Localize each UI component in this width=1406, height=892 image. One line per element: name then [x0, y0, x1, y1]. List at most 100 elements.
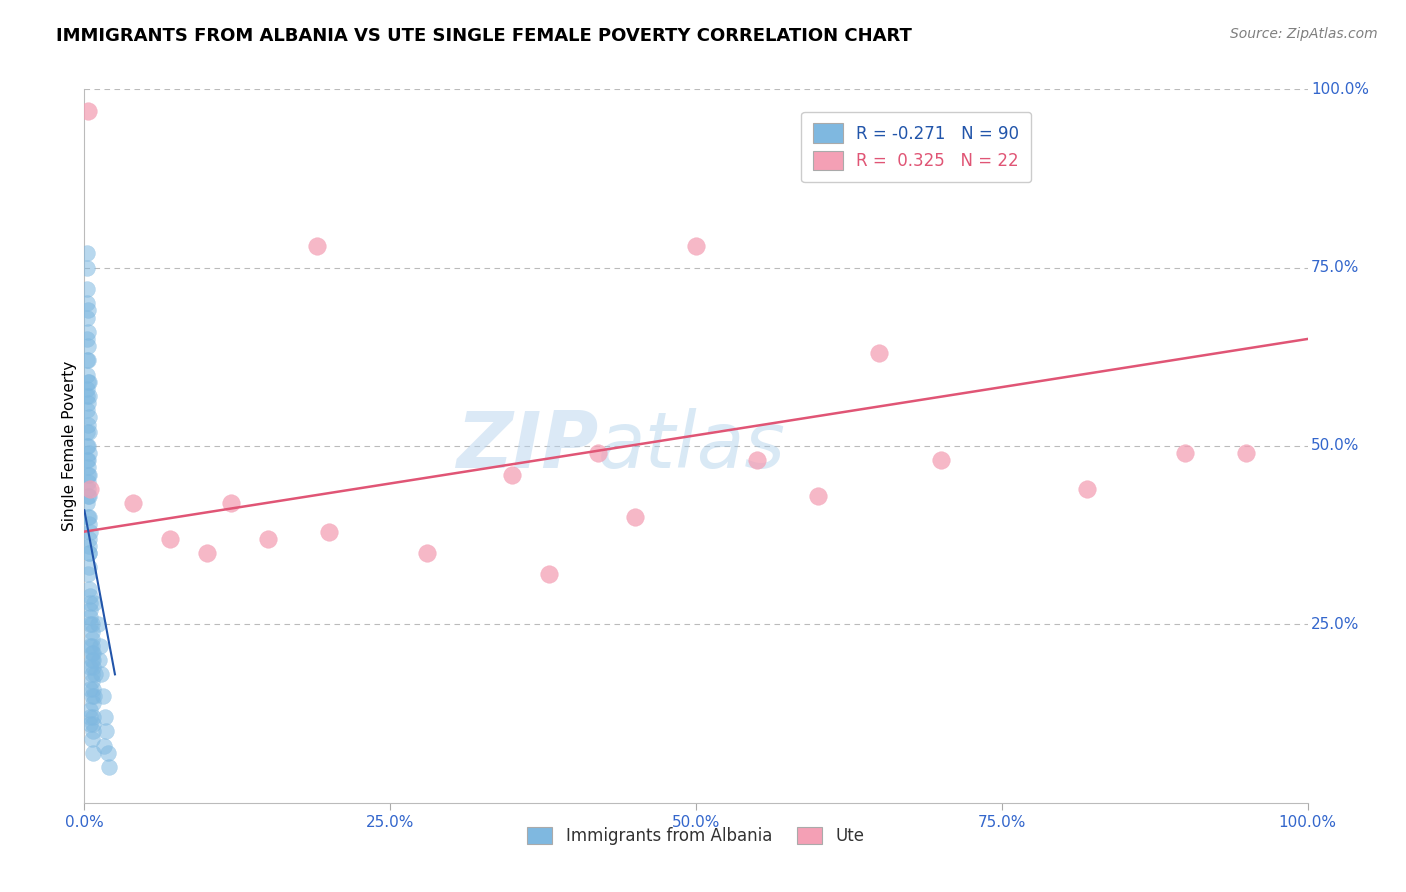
Text: atlas: atlas — [598, 408, 786, 484]
Text: IMMIGRANTS FROM ALBANIA VS UTE SINGLE FEMALE POVERTY CORRELATION CHART: IMMIGRANTS FROM ALBANIA VS UTE SINGLE FE… — [56, 27, 912, 45]
Point — [79, 524, 101, 539]
Point — [77, 510, 100, 524]
Point — [83, 596, 105, 610]
Y-axis label: Single Female Poverty: Single Female Poverty — [62, 361, 77, 531]
Point — [80, 617, 103, 632]
Point — [77, 546, 100, 560]
Point — [79, 482, 101, 496]
Point — [77, 396, 100, 410]
Point — [747, 453, 769, 467]
Point — [77, 353, 100, 368]
Point — [89, 639, 111, 653]
Point — [76, 389, 98, 403]
Point — [869, 346, 891, 360]
Point — [79, 660, 101, 674]
Point — [76, 453, 98, 467]
Point — [80, 624, 103, 639]
Point — [77, 475, 100, 489]
Point — [77, 467, 100, 482]
Point — [79, 703, 101, 717]
Point — [80, 667, 103, 681]
Point — [1076, 482, 1098, 496]
Point — [77, 546, 100, 560]
Point — [77, 539, 100, 553]
Point — [77, 339, 100, 353]
Point — [76, 246, 98, 260]
Point — [77, 567, 100, 582]
Point — [122, 496, 145, 510]
Point — [77, 425, 100, 439]
Point — [87, 617, 110, 632]
Point — [80, 632, 103, 646]
Point — [94, 710, 117, 724]
Text: ZIP: ZIP — [456, 408, 598, 484]
Point — [77, 446, 100, 460]
Point — [1236, 446, 1258, 460]
Point — [77, 103, 100, 118]
Point — [76, 368, 98, 382]
Point — [79, 596, 101, 610]
Point — [82, 660, 104, 674]
Point — [80, 689, 103, 703]
Point — [77, 375, 100, 389]
Point — [77, 560, 100, 574]
Point — [83, 689, 105, 703]
Point — [77, 489, 100, 503]
Text: 25.0%: 25.0% — [1312, 617, 1360, 632]
Point — [77, 375, 100, 389]
Text: Source: ZipAtlas.com: Source: ZipAtlas.com — [1230, 27, 1378, 41]
Point — [76, 439, 98, 453]
Point — [77, 467, 100, 482]
Point — [79, 710, 101, 724]
Point — [76, 282, 98, 296]
Point — [77, 453, 100, 467]
Point — [77, 389, 100, 403]
Point — [929, 453, 952, 467]
Point — [77, 439, 100, 453]
Point — [97, 760, 120, 774]
Point — [76, 425, 98, 439]
Point — [416, 546, 439, 560]
Point — [79, 603, 101, 617]
Point — [77, 510, 100, 524]
Point — [77, 325, 100, 339]
Point — [1174, 446, 1197, 460]
Point — [79, 681, 101, 696]
Point — [82, 710, 104, 724]
Point — [586, 446, 609, 460]
Point — [77, 489, 100, 503]
Point — [77, 482, 100, 496]
Point — [76, 382, 98, 396]
Point — [77, 517, 100, 532]
Point — [80, 646, 103, 660]
Point — [219, 496, 242, 510]
Point — [76, 260, 98, 275]
Point — [76, 496, 98, 510]
Point — [77, 460, 100, 475]
Point — [90, 667, 112, 681]
Point — [76, 296, 98, 310]
Point — [87, 653, 110, 667]
Point — [80, 639, 103, 653]
Point — [807, 489, 830, 503]
Point — [82, 696, 104, 710]
Point — [318, 524, 340, 539]
Point — [685, 239, 707, 253]
Point — [77, 532, 100, 546]
Point — [82, 646, 104, 660]
Text: 75.0%: 75.0% — [1312, 260, 1360, 275]
Point — [76, 332, 98, 346]
Point — [257, 532, 280, 546]
Legend: Immigrants from Albania, Ute: Immigrants from Albania, Ute — [520, 820, 872, 852]
Point — [82, 653, 104, 667]
Point — [76, 310, 98, 325]
Point — [80, 653, 103, 667]
Point — [305, 239, 328, 253]
Point — [79, 617, 101, 632]
Point — [93, 739, 115, 753]
Text: 50.0%: 50.0% — [1312, 439, 1360, 453]
Point — [96, 724, 118, 739]
Point — [97, 746, 120, 760]
Point — [76, 403, 98, 417]
Point — [79, 639, 101, 653]
